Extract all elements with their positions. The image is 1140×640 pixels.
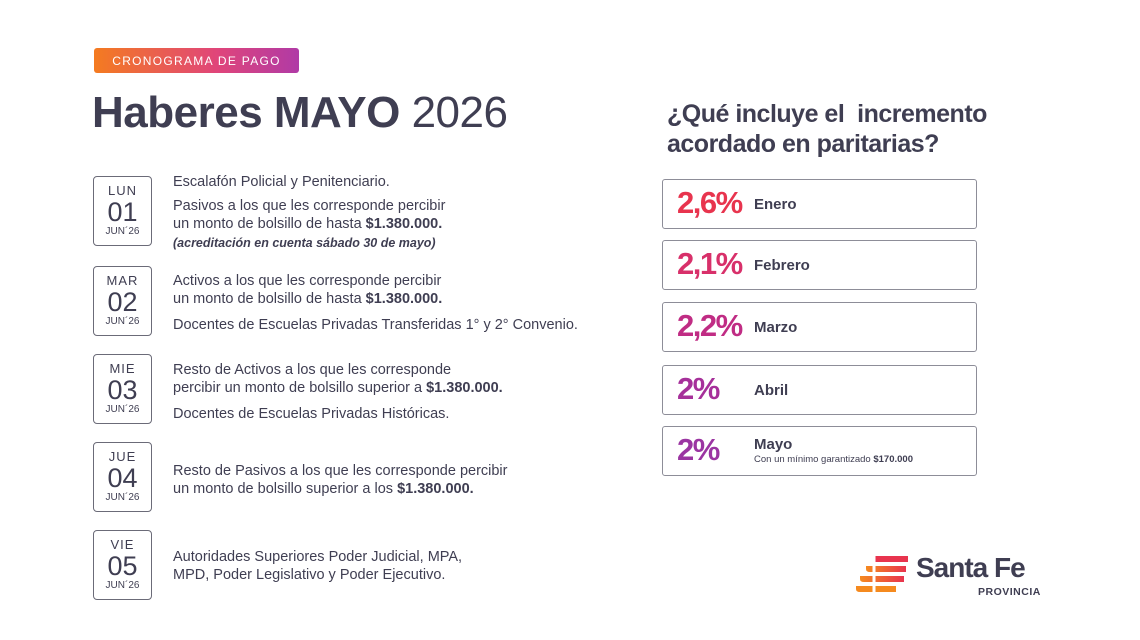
santa-fe-logo-icon bbox=[856, 556, 908, 592]
date-day: 02 bbox=[107, 287, 138, 317]
schedule-line: Docentes de Escuelas Privadas Históricas… bbox=[173, 406, 450, 422]
date-day: 05 bbox=[107, 551, 138, 581]
date-weekday: VIE bbox=[110, 537, 135, 552]
title-main: Haberes MAYO bbox=[92, 88, 400, 137]
schedule-text-2: Activos a los que les corresponde percib… bbox=[173, 272, 578, 334]
schedule-text-3: Resto de Activos a los que les correspon… bbox=[173, 361, 503, 423]
increment-percent: 2% bbox=[677, 371, 720, 406]
increment-subtext-amount: $170.000 bbox=[873, 454, 913, 465]
date-day: 03 bbox=[107, 375, 138, 405]
increment-percent: 2% bbox=[677, 432, 720, 467]
schedule-text-4: Resto de Pasivos a los que les correspon… bbox=[173, 462, 507, 498]
date-box-4: JUE 04 JUN´26 bbox=[93, 442, 152, 512]
date-weekday: MAR bbox=[106, 273, 139, 288]
logo-name: Santa Fe bbox=[916, 552, 1026, 583]
date-box-1: LUN 01 JUN´26 bbox=[93, 176, 152, 246]
date-day: 01 bbox=[107, 197, 138, 227]
schedule-line-text: un monto de bolsillo superior a los bbox=[173, 481, 394, 497]
schedule-badge: CRONOGRAMA DE PAGO bbox=[94, 48, 299, 73]
schedule-line: Docentes de Escuelas Privadas Transferid… bbox=[173, 317, 578, 333]
schedule-line: un monto de bolsillo de hasta $1.380.000… bbox=[173, 215, 445, 233]
schedule-line-text: un monto de bolsillo de hasta bbox=[173, 216, 362, 232]
schedule-line: Resto de Activos a los que les correspon… bbox=[173, 362, 452, 378]
page-title: Haberes MAYO 2026 bbox=[92, 88, 508, 138]
schedule-text-5: Autoridades Superiores Poder Judicial, M… bbox=[173, 548, 462, 584]
increment-month: Mayo bbox=[754, 436, 793, 453]
date-month: JUN´26 bbox=[105, 492, 140, 503]
schedule-line: Pasivos a los que les corresponde percib… bbox=[173, 198, 446, 214]
schedule-line-text: un monto de bolsillo de hasta bbox=[173, 291, 362, 307]
increment-month: Febrero bbox=[754, 257, 810, 274]
date-box-2: MAR 02 JUN´26 bbox=[93, 266, 152, 336]
date-day: 04 bbox=[107, 463, 138, 493]
increments-title-line: acordado en paritarias? bbox=[667, 130, 939, 158]
increment-percent: 2,1% bbox=[677, 246, 743, 281]
schedule-amount: $1.380.000. bbox=[365, 216, 443, 232]
schedule-amount: $1.380.000. bbox=[397, 481, 474, 497]
schedule-text-1: Escalafón Policial y Penitenciario. Pasi… bbox=[173, 173, 445, 252]
logo-subtitle: PROVINCIA bbox=[978, 586, 1041, 598]
increment-box-enero: 2,6% Enero bbox=[662, 179, 977, 229]
increment-month: Marzo bbox=[754, 319, 798, 336]
santa-fe-logo: Santa Fe PROVINCIA bbox=[856, 552, 1056, 602]
date-box-5: VIE 05 JUN´26 bbox=[93, 530, 152, 600]
increment-month: Abril bbox=[754, 382, 789, 399]
schedule-line: percibir un monto de bolsillo superior a… bbox=[173, 379, 503, 397]
date-month: JUN´26 bbox=[105, 580, 140, 591]
schedule-line: un monto de bolsillo superior a los $1.3… bbox=[173, 480, 507, 498]
schedule-line: Escalafón Policial y Penitenciario. bbox=[173, 174, 390, 190]
increment-box-marzo: 2,2% Marzo bbox=[662, 302, 977, 352]
schedule-amount: $1.380.000. bbox=[365, 291, 443, 307]
increment-box-febrero: 2,1% Febrero bbox=[662, 240, 977, 290]
date-weekday: LUN bbox=[107, 183, 137, 198]
schedule-line: MPD, Poder Legislativo y Poder Ejecutivo… bbox=[173, 567, 446, 583]
schedule-amount: $1.380.000. bbox=[426, 380, 503, 396]
date-month: JUN´26 bbox=[105, 316, 140, 327]
title-year: 2026 bbox=[411, 88, 508, 137]
increment-subtext-label: Con un mínimo garantizado bbox=[754, 454, 871, 465]
date-month: JUN´26 bbox=[105, 226, 140, 237]
date-weekday: MIE bbox=[109, 361, 136, 376]
increment-box-mayo: 2% Mayo Con un mínimo garantizado $170.0… bbox=[662, 426, 977, 476]
increment-subtext: Con un mínimo garantizado $170.000 bbox=[754, 454, 913, 465]
schedule-line-text: percibir un monto de bolsillo superior a bbox=[173, 380, 423, 396]
schedule-line: Autoridades Superiores Poder Judicial, M… bbox=[173, 549, 463, 565]
date-weekday: JUE bbox=[108, 449, 137, 464]
increment-box-abril: 2% Abril bbox=[662, 365, 977, 415]
schedule-line: Resto de Pasivos a los que les correspon… bbox=[173, 463, 508, 479]
increment-month: Enero bbox=[754, 196, 797, 213]
schedule-line: un monto de bolsillo de hasta $1.380.000… bbox=[173, 290, 578, 308]
increments-title: ¿Qué incluye el incremento acordado en p… bbox=[667, 99, 987, 159]
schedule-note: (acreditación en cuenta sábado 30 de may… bbox=[173, 236, 436, 250]
increment-percent: 2,2% bbox=[677, 308, 743, 343]
increments-title-line: ¿Qué incluye el incremento bbox=[667, 100, 987, 128]
date-month: JUN´26 bbox=[105, 404, 140, 415]
date-box-3: MIE 03 JUN´26 bbox=[93, 354, 152, 424]
increment-percent: 2,6% bbox=[677, 185, 743, 220]
schedule-line: Activos a los que les corresponde percib… bbox=[173, 273, 442, 289]
